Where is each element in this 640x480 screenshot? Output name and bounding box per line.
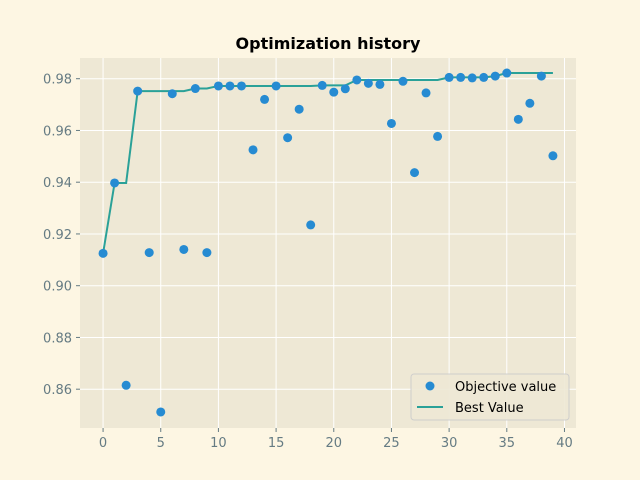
objective-value-point [513, 114, 523, 124]
objective-value-point [317, 80, 327, 90]
objective-value-point [398, 76, 408, 86]
objective-value-point [202, 248, 212, 258]
objective-value-point [386, 118, 396, 128]
objective-value-point [456, 72, 466, 82]
objective-value-point [283, 133, 293, 143]
objective-value-point [352, 75, 362, 85]
objective-value-point [421, 88, 431, 98]
objective-value-series [98, 68, 558, 417]
objective-value-point [329, 87, 339, 97]
objective-value-point [410, 168, 420, 178]
x-axis-ticks: 0 5 10 15 20 25 30 35 40 [99, 428, 573, 451]
x-tick-label: 25 [383, 436, 400, 451]
x-tick-label: 0 [99, 436, 107, 451]
legend-marker-objective-value [425, 381, 435, 391]
objective-value-point [306, 220, 316, 230]
objective-value-point [156, 407, 166, 417]
objective-value-point [363, 78, 373, 88]
x-tick-label: 20 [325, 436, 342, 451]
best-value-series [102, 72, 553, 254]
objective-value-point [179, 244, 189, 254]
y-tick-label: 0.96 [43, 124, 72, 139]
objective-value-point [467, 73, 477, 83]
y-axis-ticks: 0.86 0.88 0.90 0.92 0.94 0.96 0.98 [43, 73, 80, 398]
x-tick-label: 10 [210, 436, 227, 451]
objective-value-point [433, 131, 443, 141]
objective-value-point [133, 86, 143, 96]
x-tick-label: 30 [441, 436, 458, 451]
objective-value-point [479, 72, 489, 82]
objective-value-point [340, 84, 350, 94]
objective-value-point [502, 68, 512, 78]
x-tick-label: 40 [556, 436, 573, 451]
plot-area [80, 58, 576, 428]
x-tick-label: 5 [157, 436, 165, 451]
objective-value-point [225, 81, 235, 91]
objective-value-point [548, 151, 558, 161]
legend-label-objective-value: Objective value [455, 380, 556, 395]
objective-value-point [444, 72, 454, 82]
legend: Objective value Best Value [410, 373, 570, 421]
y-tick-label: 0.94 [43, 176, 72, 191]
objective-value-point [121, 380, 131, 390]
objective-value-point [490, 71, 500, 81]
x-tick-label: 35 [499, 436, 516, 451]
legend-label-best-value: Best Value [455, 401, 524, 416]
objective-value-point [260, 94, 270, 104]
objective-value-point [525, 98, 535, 108]
objective-value-point [236, 81, 246, 91]
best-value-line [102, 72, 553, 254]
objective-value-point [190, 84, 200, 94]
chart-title: Optimization history [236, 34, 421, 53]
y-tick-label: 0.88 [43, 331, 72, 346]
objective-value-point [248, 145, 258, 155]
y-tick-label: 0.98 [43, 73, 72, 88]
objective-value-point [144, 248, 154, 258]
y-tick-label: 0.92 [43, 228, 72, 243]
y-tick-label: 0.86 [43, 383, 72, 398]
objective-value-point [213, 81, 223, 91]
objective-value-point [110, 178, 120, 188]
objective-value-point [375, 79, 385, 89]
legend-box [410, 373, 570, 421]
objective-value-point [536, 71, 546, 81]
objective-value-point [294, 104, 304, 114]
x-tick-label: 15 [268, 436, 285, 451]
objective-value-point [271, 81, 281, 91]
y-tick-label: 0.90 [43, 280, 72, 295]
objective-value-point [167, 89, 177, 99]
objective-value-point [98, 248, 108, 258]
